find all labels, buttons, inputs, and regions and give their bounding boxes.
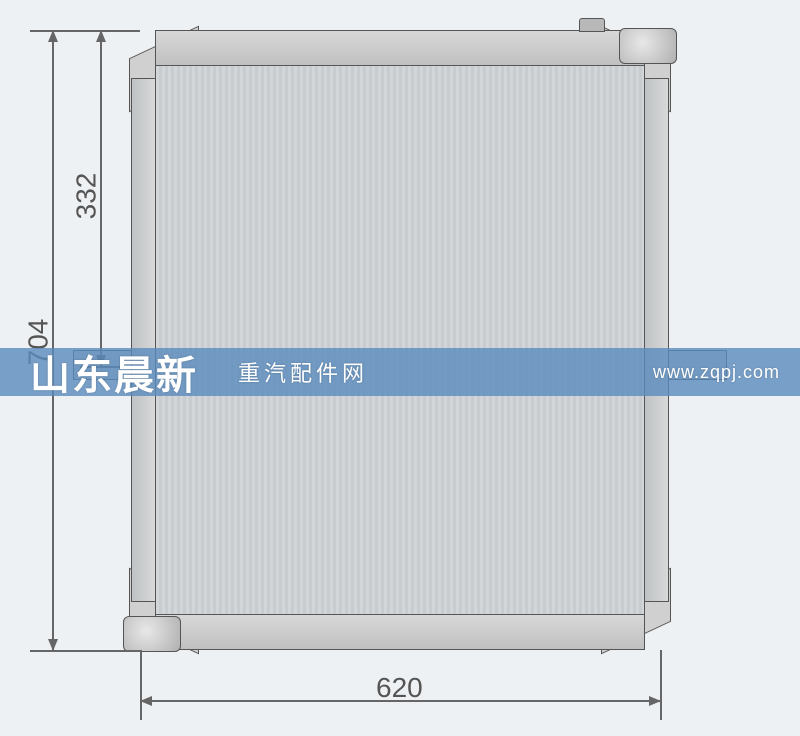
watermark-subtext: 重汽配件网 [238,356,368,388]
dim-ext-line [140,650,142,720]
dim-label-width: 620 [376,672,423,704]
dim-label-partial-height: 332 [70,173,102,220]
dim-arrow [48,639,58,651]
outlet-port [123,616,181,652]
radiator-assembly [135,30,665,650]
dim-ext-line [660,650,662,720]
filler-cap [579,18,605,32]
dim-arrow [96,30,106,42]
radiator-core [155,66,645,614]
watermark-banner: 山东晨新 重汽配件网 www.zqpj.com [0,348,800,396]
diagram-container: 620 704 332 山东晨新 重汽配件网 www.zqpj.com [0,0,800,736]
dim-ext-line [30,650,140,652]
dim-arrow [140,696,152,706]
radiator-top-tank [155,30,645,66]
side-plate-left [131,78,155,602]
radiator-bottom-tank [155,614,645,650]
dim-ext-line [30,30,140,32]
dim-arrow [48,30,58,42]
side-plate-right [645,78,669,602]
watermark-brand: 山东晨新 [0,343,198,401]
dim-arrow [649,696,661,706]
watermark-url: www.zqpj.com [653,362,800,383]
inlet-port [619,28,677,64]
